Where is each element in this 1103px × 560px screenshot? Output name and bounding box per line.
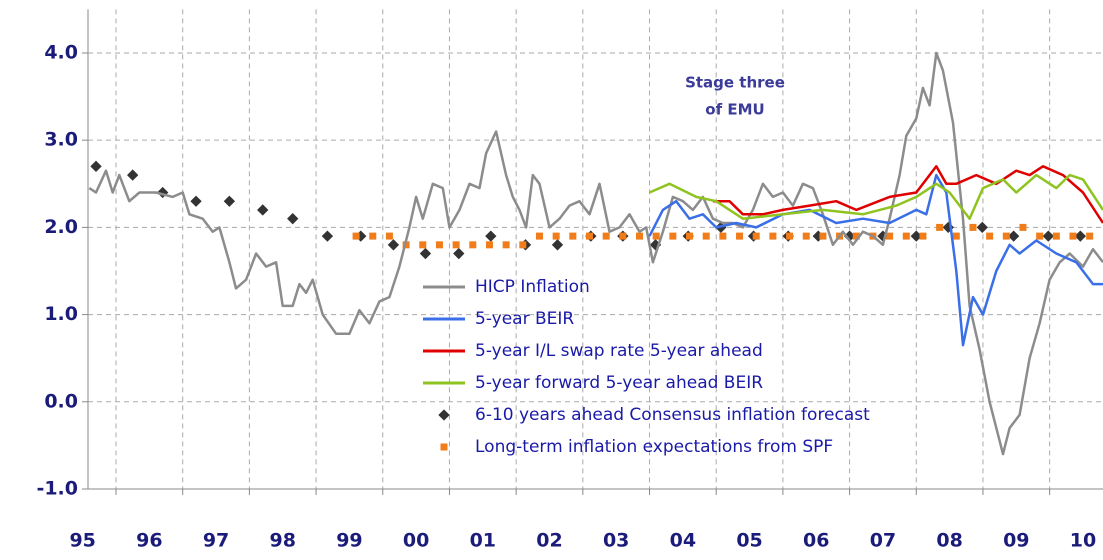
x-tick-label: 01 [470, 530, 496, 552]
y-tick-label: 2.0 [44, 216, 78, 238]
diamond-marker [419, 247, 432, 260]
diamond-marker [90, 160, 102, 173]
diamond-marker [1007, 230, 1020, 242]
legend-label: HICP Inflation [475, 277, 590, 297]
square-marker [702, 232, 710, 240]
square-marker [1069, 232, 1077, 240]
x-tick-label: 04 [670, 530, 696, 552]
diamond-marker [223, 195, 236, 207]
legend-swatch [438, 409, 450, 421]
square-marker [569, 232, 577, 240]
square-marker [636, 232, 644, 240]
square-marker [719, 232, 727, 240]
x-tick-label: 08 [936, 530, 962, 552]
x-tick-label: 02 [536, 530, 562, 552]
annotation: of EMU [705, 101, 764, 119]
square-marker [952, 232, 960, 240]
square-marker [969, 223, 977, 231]
square-marker [986, 232, 994, 240]
y-tick-label: 0.0 [44, 390, 78, 412]
x-tick-label: 95 [69, 530, 95, 552]
square-marker [736, 232, 744, 240]
square-marker [1019, 223, 1027, 231]
square-marker [802, 232, 810, 240]
square-marker [669, 232, 677, 240]
diamond-marker [1074, 230, 1086, 242]
diamond-marker [387, 239, 400, 251]
square-marker [886, 232, 894, 240]
diamond-marker [976, 221, 988, 234]
series-line [648, 173, 1103, 347]
square-marker [452, 241, 460, 249]
x-tick-label: 09 [1003, 530, 1029, 552]
square-marker [385, 232, 393, 240]
square-marker [769, 232, 777, 240]
series-line [88, 51, 1103, 456]
diamond-marker [910, 230, 922, 242]
diamond-marker [453, 247, 465, 260]
diamond-marker [127, 169, 139, 181]
square-marker [519, 241, 527, 249]
legend: HICP Inflation 5-year BEIR 5-year I/L swap… [423, 277, 870, 457]
legend-swatch [440, 443, 448, 451]
y-tick-label: 1.0 [44, 303, 78, 325]
square-marker [652, 232, 660, 240]
square-marker [435, 241, 443, 249]
x-tick-label: 98 [270, 530, 296, 552]
diamond-marker [257, 204, 269, 216]
series-line [649, 173, 1103, 220]
diamond-marker [190, 195, 202, 207]
y-tick-label: 4.0 [44, 41, 78, 63]
series-line [712, 165, 1103, 224]
x-tick-label: 10 [1070, 530, 1096, 552]
square-marker [535, 232, 543, 240]
square-marker [1036, 232, 1044, 240]
legend-label: 5-year I/L swap rate 5-year ahead [475, 341, 763, 361]
square-marker [1086, 232, 1094, 240]
square-marker [686, 232, 694, 240]
square-marker [902, 232, 910, 240]
square-marker [752, 232, 760, 240]
y-tick-label: 3.0 [44, 129, 78, 151]
legend-label: 5-year BEIR [475, 309, 574, 329]
square-marker [469, 241, 477, 249]
square-marker [502, 241, 510, 249]
annotation: Stage three [685, 74, 785, 92]
diamond-marker [321, 230, 334, 242]
diamond-marker [287, 213, 299, 225]
x-tick-label: 03 [603, 530, 629, 552]
x-tick-label: 96 [136, 530, 162, 552]
square-marker [352, 232, 360, 240]
square-marker [419, 241, 427, 249]
diamond-marker [485, 230, 497, 242]
square-marker [619, 232, 627, 240]
square-marker [1052, 232, 1060, 240]
diamond-marker [551, 239, 564, 251]
square-marker [485, 241, 493, 249]
square-marker [786, 232, 794, 240]
square-marker [852, 232, 860, 240]
square-marker [552, 232, 560, 240]
square-marker [919, 232, 927, 240]
square-marker [369, 232, 377, 240]
x-tick-label: 00 [403, 530, 429, 552]
x-tick-label: 07 [870, 530, 896, 552]
x-tick-label: 97 [203, 530, 229, 552]
legend-label: 5-year forward 5-year ahead BEIR [475, 373, 763, 393]
square-marker [585, 232, 593, 240]
square-marker [936, 223, 944, 231]
diamond-marker [1042, 230, 1054, 242]
legend-label: 6-10 years ahead Consensus inflation for… [475, 405, 870, 425]
square-marker [602, 232, 610, 240]
diamond-marker [843, 230, 856, 242]
square-marker [819, 232, 827, 240]
legend-label: Long-term inflation expectations from SP… [475, 437, 833, 457]
x-tick-label: 06 [803, 530, 829, 552]
x-tick-label: 99 [336, 530, 362, 552]
square-marker [1002, 232, 1010, 240]
y-tick-label: -1.0 [36, 478, 78, 500]
x-tick-label: 05 [736, 530, 762, 552]
